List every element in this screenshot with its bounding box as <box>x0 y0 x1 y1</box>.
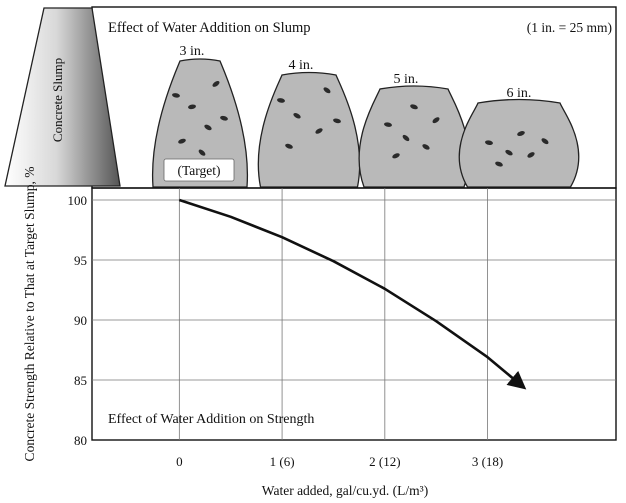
aggregate-speck <box>485 140 493 145</box>
aggregate-speck <box>432 117 440 124</box>
cone-label: 6 in. <box>507 86 532 101</box>
y-axis-label: Concrete Strength Relative to That at Ta… <box>22 167 37 462</box>
chart-plot-frame <box>91 187 617 441</box>
aggregate-speck <box>422 144 430 150</box>
unit-note: (1 in. = 25 mm) <box>527 20 612 35</box>
aggregate-speck <box>220 115 228 121</box>
slump-cone: 4 in. <box>257 58 361 188</box>
aggregate-speck <box>172 93 180 98</box>
chart-title: Effect of Water Addition on Strength <box>108 412 314 427</box>
aggregate-speck <box>384 122 392 127</box>
aggregate-speck <box>285 143 293 149</box>
cone-side-illustration: Concrete Slump <box>4 7 121 187</box>
aggregate-speck <box>178 138 186 144</box>
aggregate-speck <box>402 134 410 142</box>
aggregate-speck <box>527 152 535 158</box>
cone-label: 3 in. <box>180 44 205 59</box>
strength-series-line <box>178 198 527 390</box>
aggregate-speck <box>505 149 513 156</box>
slump-panel-title: Effect of Water Addition on Slump <box>108 20 310 36</box>
aggregate-speck <box>188 104 196 110</box>
aggregate-speck <box>517 131 525 137</box>
x-tick-label: 0 <box>176 454 183 469</box>
x-tick-labels: 0 1 (6) 2 (12) 3 (18) <box>176 454 503 469</box>
cone-label: 5 in. <box>394 72 419 87</box>
x-tick-label: 1 (6) <box>270 454 295 469</box>
target-note: (Target) <box>177 163 220 178</box>
aggregate-speck <box>204 124 212 131</box>
slump-side-label: Concrete Slump <box>50 58 65 142</box>
aggregate-speck <box>410 104 418 110</box>
aggregate-speck <box>541 138 549 145</box>
slump-cones: 3 in. (Target) 4 in. 5 in. 6 in. <box>151 44 580 188</box>
aggregate-speck <box>333 118 341 124</box>
target-note-box <box>163 158 235 182</box>
aggregate-speck <box>293 112 301 119</box>
slump-cone: 3 in. (Target) <box>151 44 249 188</box>
aggregate-speck <box>212 80 220 87</box>
aggregate-speck <box>315 128 323 134</box>
y-tick-label: 90 <box>74 313 87 328</box>
gridlines <box>92 188 616 440</box>
cone-body <box>257 71 361 188</box>
cone-body <box>151 58 249 188</box>
series-layer <box>178 198 527 390</box>
aggregate-speck <box>277 98 285 103</box>
aggregate-speck <box>198 149 206 156</box>
aggregate-speck <box>323 87 331 94</box>
aggregate-speck <box>495 161 503 167</box>
slump-cone: 6 in. <box>458 86 580 188</box>
strength-chart: 80 85 90 95 100 0 1 (6) 2 (12) 3 (18) Effect of… <box>22 167 617 498</box>
y-tick-labels: 80 85 90 95 100 <box>68 193 88 448</box>
cone-label: 4 in. <box>289 58 314 73</box>
y-tick-label: 85 <box>74 373 87 388</box>
y-tick-label: 100 <box>68 193 88 208</box>
aggregate-speck <box>392 153 400 159</box>
cone-body <box>458 98 580 188</box>
cone-body <box>358 85 470 188</box>
y-tick-label: 95 <box>74 253 87 268</box>
x-tick-label: 3 (18) <box>472 454 503 469</box>
x-axis-label: Water added, gal/cu.yd. (L/m³) <box>262 483 428 498</box>
x-tick-label: 2 (12) <box>369 454 400 469</box>
y-tick-label: 80 <box>74 433 87 448</box>
slump-panel: Concrete Slump Effect of Water Addition … <box>4 6 617 189</box>
slump-cone: 5 in. <box>358 72 470 188</box>
